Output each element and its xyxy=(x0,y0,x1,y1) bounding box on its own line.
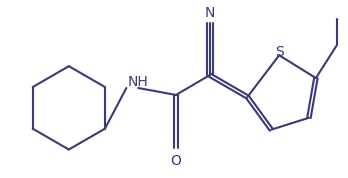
Text: NH: NH xyxy=(128,75,149,89)
Text: N: N xyxy=(205,6,215,20)
Text: S: S xyxy=(275,45,284,59)
Text: O: O xyxy=(171,155,181,168)
